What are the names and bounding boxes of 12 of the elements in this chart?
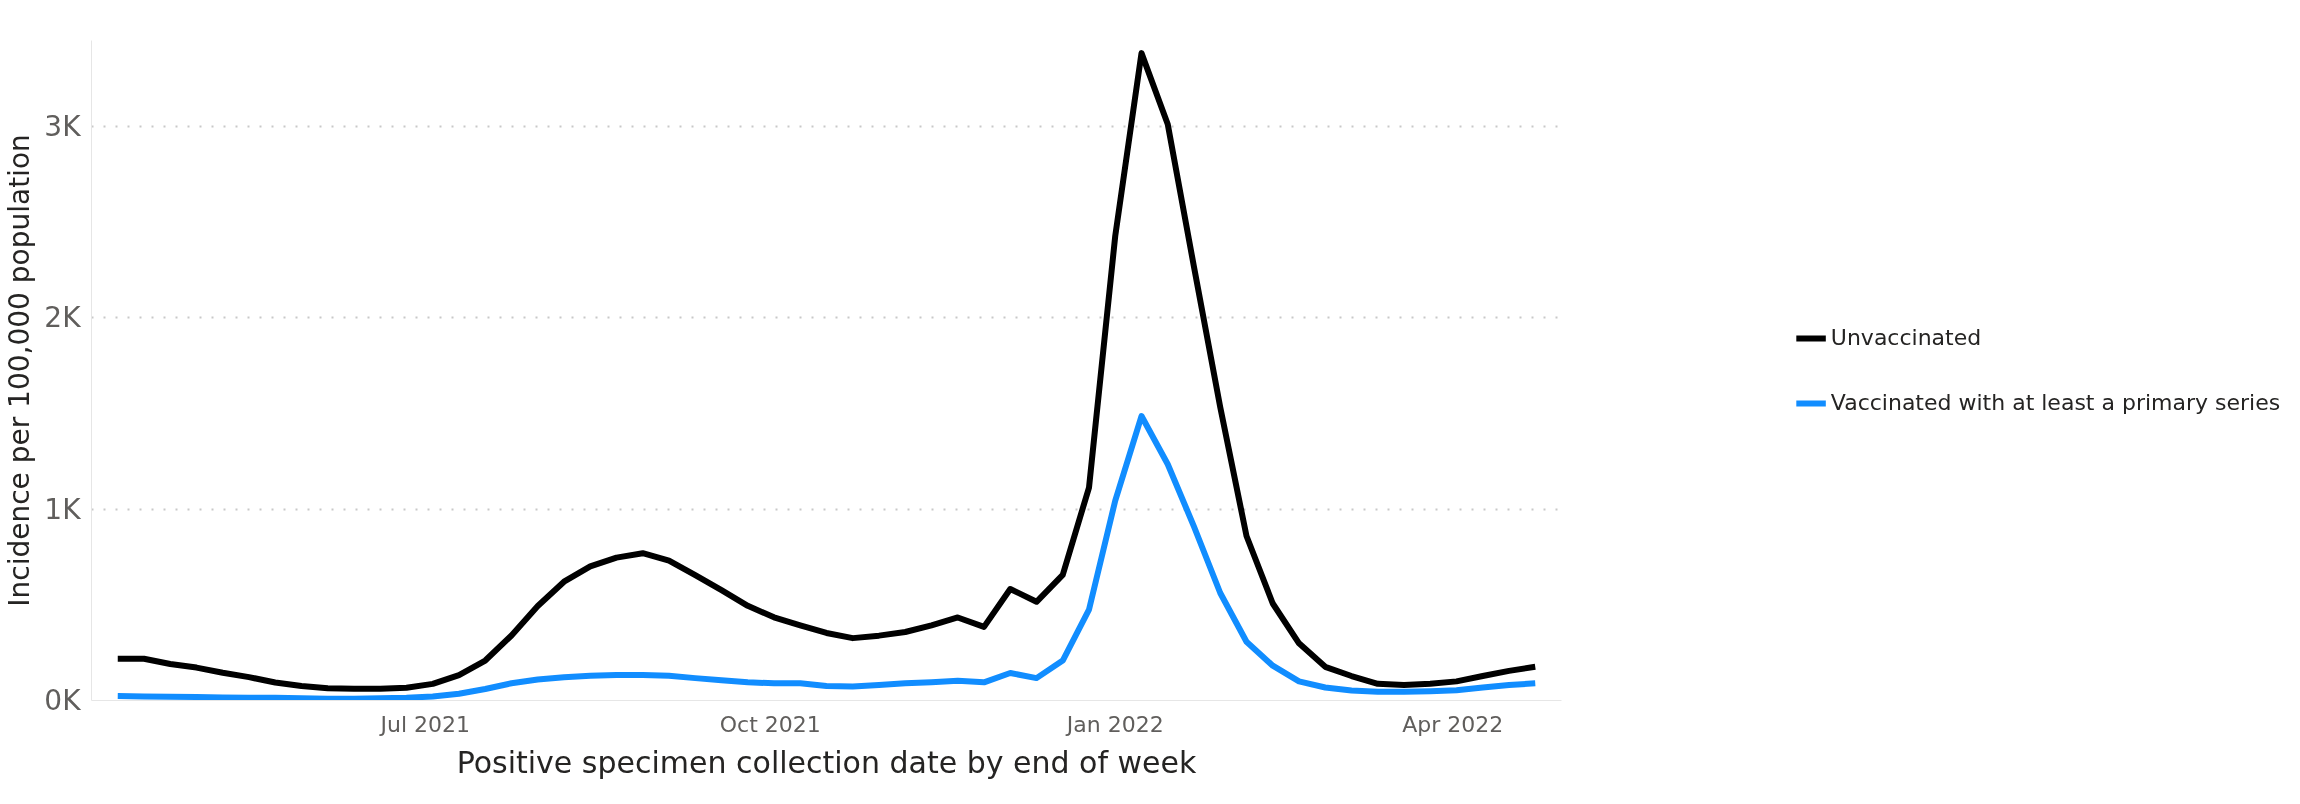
x-tick-label: Apr 2022 xyxy=(1402,711,1504,737)
y-tick-label: 0K xyxy=(44,684,82,717)
y-tick-label: 2K xyxy=(44,301,82,335)
x-axis-title: Positive specimen collection date by end of week xyxy=(456,744,1197,780)
x-tick-label: Oct 2021 xyxy=(719,711,821,737)
legend-label: Vaccinated with at least a primary series xyxy=(1830,390,2281,415)
y-tick-label: 3K xyxy=(44,110,82,144)
x-tick-label: Jan 2022 xyxy=(1064,711,1164,737)
x-tick-label: Jul 2021 xyxy=(378,711,471,737)
legend-label: Unvaccinated xyxy=(1830,325,1982,350)
y-tick-label: 1K xyxy=(44,492,82,526)
y-axis-title: Incidence per 100,000 population xyxy=(3,134,37,607)
